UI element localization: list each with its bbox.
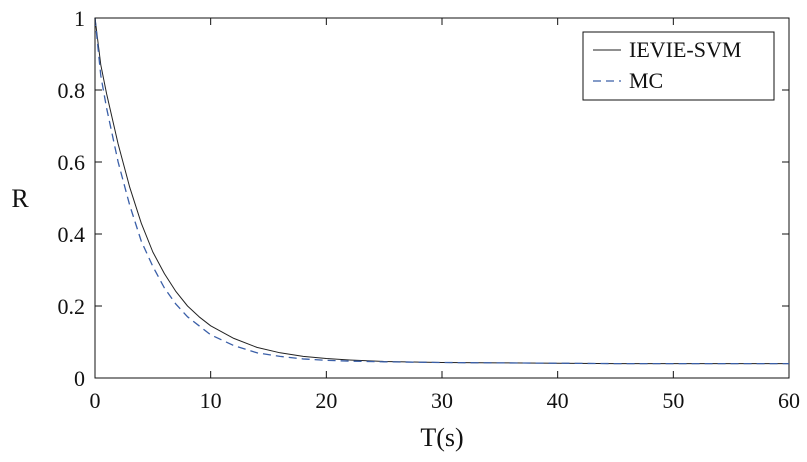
series-layer: [94, 17, 789, 365]
y-tick-label-4: 0.8: [58, 78, 86, 103]
legend-box: [582, 31, 775, 101]
legend-label-ievie-svm: IEVIE-SVM: [629, 37, 741, 62]
ticks-layer: 0 10 20 30 40 50 60 0 0.2 0.4 0.6 0.8 1: [58, 6, 801, 413]
series-line-ievie-svm: [94, 17, 789, 365]
y-axis-label: R: [11, 184, 29, 213]
y-tick-label-0: 0: [74, 366, 85, 391]
legend: IEVIE-SVM MC: [582, 31, 775, 101]
x-tick-label-0: 0: [90, 388, 101, 413]
x-tick-label-4: 40: [547, 388, 569, 413]
x-tick-label-5: 50: [662, 388, 684, 413]
series-line-mc: [94, 17, 789, 365]
x-tick-label-2: 20: [315, 388, 337, 413]
y-tick-label-3: 0.6: [58, 150, 86, 175]
y-tick-label-1: 0.2: [58, 294, 86, 319]
y-tick-label-5: 1: [74, 6, 85, 31]
x-tick-label-1: 10: [200, 388, 222, 413]
y-tick-label-2: 0.4: [58, 222, 86, 247]
x-tick-label-6: 60: [778, 388, 800, 413]
legend-label-mc: MC: [629, 68, 663, 93]
x-tick-label-3: 30: [431, 388, 453, 413]
x-axis-label: T(s): [420, 423, 463, 452]
